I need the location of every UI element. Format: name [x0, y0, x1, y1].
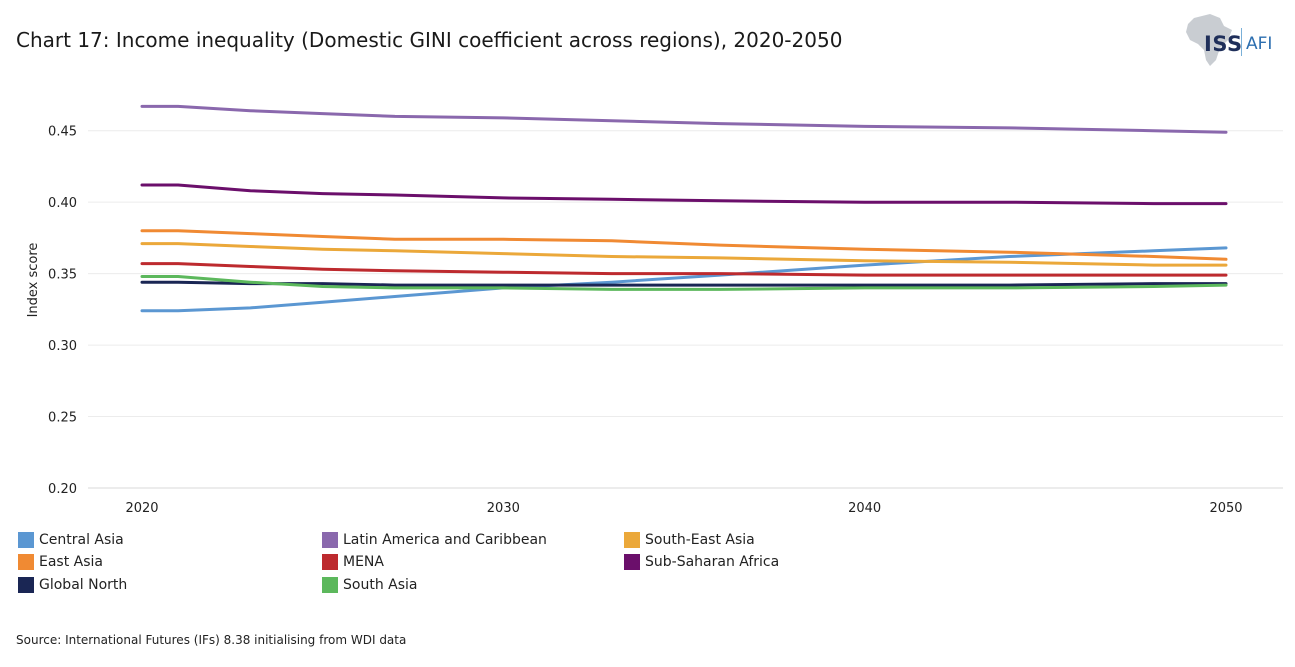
legend-item: Global North	[18, 577, 127, 593]
y-tick-label: 0.20	[48, 482, 77, 497]
legend-label: Central Asia	[39, 532, 124, 548]
legend-label: East Asia	[39, 554, 103, 570]
chart-legend: Central Asia Latin America and Caribbean S…	[18, 532, 958, 602]
x-tick-label: 2020	[125, 501, 158, 516]
legend-swatch	[18, 554, 34, 570]
legend-item: Sub-Saharan Africa	[624, 554, 779, 570]
y-axis-ticks: 0.20 0.25 0.30 0.35 0.40 0.45	[48, 125, 77, 497]
logo-afi-text: AFI	[1246, 34, 1273, 54]
legend-item: South-East Asia	[624, 532, 755, 548]
legend-item: MENA	[322, 554, 384, 570]
legend-swatch	[322, 532, 338, 548]
iss-afi-logo: ISS AFI	[1180, 12, 1290, 70]
y-tick-label: 0.40	[48, 196, 77, 211]
y-tick-label: 0.35	[48, 268, 77, 283]
y-tick-label: 0.45	[48, 125, 77, 140]
series-line-mena	[140, 262, 1228, 277]
legend-label: Global North	[39, 577, 128, 593]
series-line-east-asia	[140, 229, 1228, 261]
legend-item: Central Asia	[18, 532, 124, 548]
logo-separator	[1241, 28, 1242, 56]
legend-swatch	[18, 577, 34, 593]
y-axis-label: Index score	[26, 243, 41, 318]
legend-label: South-East Asia	[645, 532, 755, 548]
legend-item: Latin America and Caribbean	[322, 532, 547, 548]
series-line-sub-saharan-africa	[140, 183, 1228, 206]
legend-label: Sub-Saharan Africa	[645, 554, 780, 570]
legend-item: South Asia	[322, 577, 417, 593]
series-lines	[140, 104, 1228, 313]
x-tick-label: 2050	[1209, 501, 1242, 516]
series-line-south-asia	[140, 275, 1228, 291]
series-line-south-east-asia	[140, 242, 1228, 267]
legend-swatch	[322, 577, 338, 593]
legend-label: MENA	[343, 554, 384, 570]
series-line-latin-america-and-caribbean	[140, 104, 1228, 134]
legend-item: East Asia	[18, 554, 103, 570]
chart-title: Chart 17: Income inequality (Domestic GI…	[16, 28, 843, 52]
x-axis-ticks: 2020 2030 2040 2050	[125, 501, 1242, 516]
source-note: Source: International Futures (IFs) 8.38…	[16, 633, 407, 647]
africa-map-icon	[1186, 14, 1232, 66]
y-tick-label: 0.25	[48, 411, 77, 426]
legend-label: Latin America and Caribbean	[343, 532, 547, 548]
legend-swatch	[624, 554, 640, 570]
series-line-global-north	[140, 280, 1228, 287]
x-tick-label: 2030	[487, 501, 520, 516]
gridlines	[88, 130, 1283, 489]
y-tick-label: 0.30	[48, 339, 77, 354]
legend-label: South Asia	[343, 577, 418, 593]
legend-swatch	[18, 532, 34, 548]
legend-swatch	[322, 554, 338, 570]
legend-swatch	[624, 532, 640, 548]
x-tick-label: 2040	[848, 501, 881, 516]
logo-iss-text: ISS	[1204, 32, 1243, 56]
